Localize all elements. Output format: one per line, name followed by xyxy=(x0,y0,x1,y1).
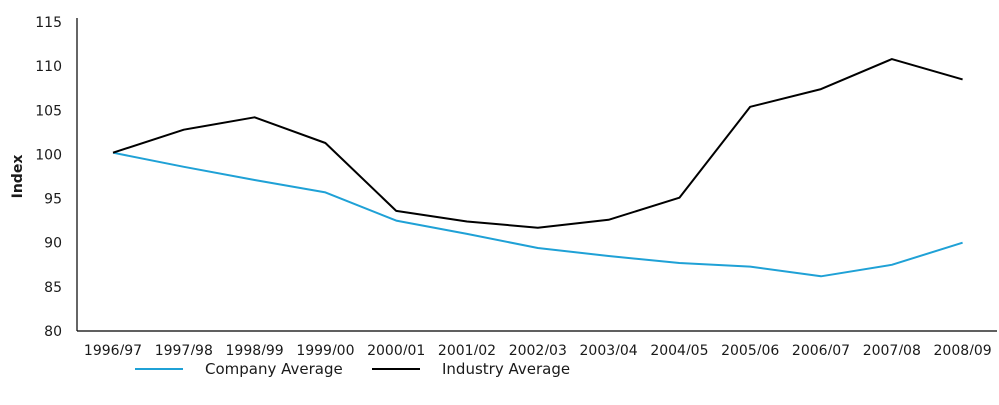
y-axis-title: Index xyxy=(10,155,26,199)
legend-label-company-average: Company Average xyxy=(205,360,343,378)
y-tick-label: 100 xyxy=(35,147,62,163)
x-tick-label: 2006/07 xyxy=(792,343,850,355)
y-tick-label: 115 xyxy=(35,15,62,31)
x-tick-label: 2001/02 xyxy=(438,343,496,355)
y-tick-label: 85 xyxy=(44,280,62,296)
y-tick-label: 90 xyxy=(44,236,62,252)
x-tick-label: 2004/05 xyxy=(650,343,708,355)
line-chart: 80 85 90 95 100 105 110 115 1996/97 1997/98 1998/… xyxy=(10,15,997,355)
x-tick-label: 1997/98 xyxy=(155,343,213,355)
y-tick-label: 95 xyxy=(44,192,62,208)
series-layer xyxy=(112,58,963,278)
x-tick-label: 2000/01 xyxy=(367,343,425,355)
y-tick-label: 80 xyxy=(44,324,62,340)
x-axis: 1996/97 1997/98 1998/99 1999/00 2000/01 2001/… xyxy=(77,330,997,355)
legend-item-industry-average: Industry Average xyxy=(372,355,570,383)
legend: Company Average Industry Average xyxy=(0,355,999,395)
y-tick-label: 105 xyxy=(35,103,62,119)
series-line-company-average xyxy=(112,151,963,278)
x-tick-label: 1999/00 xyxy=(296,343,354,355)
x-tick-label: 2003/04 xyxy=(580,343,638,355)
x-tick-label: 2002/03 xyxy=(509,343,567,355)
x-tick-label: 2008/09 xyxy=(934,343,992,355)
legend-label-industry-average: Industry Average xyxy=(442,360,571,378)
x-tick-label: 2007/08 xyxy=(863,343,921,355)
x-tick-label: 1996/97 xyxy=(84,343,142,355)
y-axis: 80 85 90 95 100 105 110 115 xyxy=(35,15,78,340)
legend-swatch-industry-average xyxy=(372,368,420,370)
legend-item-company-average: Company Average xyxy=(135,355,343,383)
y-tick-label: 110 xyxy=(35,59,62,75)
x-tick-label: 2005/06 xyxy=(721,343,779,355)
x-tick-label: 1998/99 xyxy=(226,343,284,355)
series-line-industry-average xyxy=(112,58,963,229)
legend-swatch-company-average xyxy=(135,368,183,370)
